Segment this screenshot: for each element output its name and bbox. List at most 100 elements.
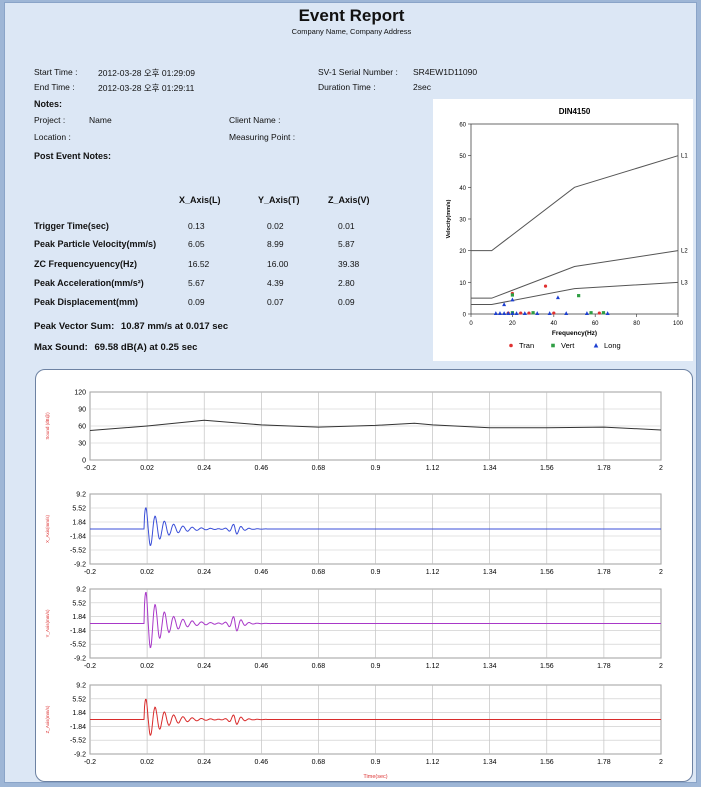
x-tick-label: 0.24	[197, 759, 211, 766]
sound-series-line	[89, 419, 662, 431]
client-name-label: Client Name :	[229, 115, 281, 125]
waveform-charts: -0.2 0.02 0.24 0.46 0.68 0.9 1.12 1.34 1.56 1.78 2…	[45, 390, 663, 781]
x-tick-label: 60	[592, 321, 599, 327]
report-page: Event Report Company Name, Company Addre…	[4, 2, 697, 783]
serial-label: SV-1 Serial Number :	[318, 67, 398, 77]
cell-x: 16.52	[188, 259, 210, 269]
x-tick-label: 0.68	[312, 663, 326, 670]
limit-line-l2	[471, 250, 679, 299]
duration-value: 2sec	[413, 82, 431, 92]
x-tick-label: 1.56	[540, 569, 554, 576]
y-tick-label: -1.84	[70, 724, 86, 731]
y-tick-label: 9.2	[76, 587, 86, 594]
cell-x: 6.05	[188, 239, 205, 249]
y-tick-label: 40	[459, 186, 466, 192]
location-label: Location :	[34, 132, 71, 142]
x-tick-label: 1.78	[597, 465, 611, 472]
col-header-y: Y_Axis(T)	[258, 195, 300, 205]
cell-y: 4.39	[267, 278, 284, 288]
y-tick-label: 120	[74, 390, 86, 397]
y-tick-label: 1.84	[72, 710, 86, 717]
cell-z: 2.80	[338, 278, 355, 288]
y-tick-label: 0	[82, 458, 86, 465]
data-point-long	[605, 311, 610, 315]
x-tick-label: 0.46	[254, 759, 268, 766]
y-tick-label: -1.84	[70, 628, 86, 635]
x-tick-label: -0.2	[84, 569, 96, 576]
x-tick-label: 1.12	[426, 663, 440, 670]
x-tick-label: 0.24	[197, 569, 211, 576]
waveform-chart-1: -0.2 0.02 0.24 0.46 0.68 0.9 1.12 1.34 1.56 1.78 2…	[45, 390, 663, 473]
x-axis-label: Time(sec)	[363, 774, 387, 780]
x-tick-label: 0.68	[312, 465, 326, 472]
data-point-long	[510, 297, 515, 302]
row-label: Peak Displacement(mm)	[34, 297, 139, 307]
cell-z: 39.38	[338, 259, 360, 269]
x-axis-label: Frequency(Hz)	[552, 330, 597, 337]
cell-z: 5.87	[338, 239, 355, 249]
x-tick-label: 0.9	[371, 663, 381, 670]
data-point-vert	[577, 294, 581, 298]
x-tick-label: 0.24	[197, 465, 211, 472]
data-point-vert	[601, 311, 606, 315]
pvs-value: 10.87 mm/s at 0.017 sec	[120, 321, 229, 332]
x-tick-label: 0.9	[371, 465, 381, 472]
waveform-chart-4: -0.2 0.02 0.24 0.46 0.68 0.9 1.12 1.34 1.56 1.78 2…	[45, 683, 663, 781]
y-axis-label: Z_Axis(mm/s)	[45, 705, 50, 733]
data-point-tran	[519, 311, 523, 315]
data-point-vert	[589, 311, 593, 315]
cell-y: 0.02	[267, 221, 284, 231]
y-tick-label: -9.2	[74, 656, 86, 663]
x-tick-label: 0.9	[371, 759, 381, 766]
x-tick-label: 100	[673, 321, 684, 327]
x-tick-label: 1.56	[540, 759, 554, 766]
y-tick-label: 9.2	[76, 492, 86, 499]
data-point-long	[497, 311, 502, 315]
limit-line-l3	[471, 281, 679, 305]
data-point-long	[547, 311, 552, 315]
data-point-long	[555, 295, 560, 300]
y-tick-label: 1.84	[72, 520, 86, 527]
cell-x: 0.09	[188, 297, 205, 307]
x-tick-label: 40	[550, 321, 557, 327]
x-tick-label: 0.02	[140, 663, 154, 670]
data-point-long	[493, 311, 498, 315]
notes-heading: Notes:	[34, 99, 63, 109]
legend-marker-tran	[509, 343, 513, 348]
velocity-series-line	[90, 507, 661, 546]
y-axis-label: Y_Axis(mm/s)	[45, 609, 50, 638]
waveform-chart-3: -0.2 0.02 0.24 0.46 0.68 0.9 1.12 1.34 1.56 1.78 2…	[45, 587, 663, 671]
limit-line-l1	[471, 155, 679, 252]
start-time-value: 2012-03-28 오후 01:29:09	[98, 68, 195, 78]
limit-line-label: L1	[681, 154, 688, 160]
y-axis-label: Sound (dB@)	[45, 412, 50, 440]
y-tick-label: 5.52	[72, 696, 86, 703]
x-tick-label: -0.2	[84, 759, 96, 766]
y-tick-label: 90	[78, 407, 86, 414]
limit-line-label: L3	[681, 280, 688, 286]
x-tick-label: 2	[659, 465, 663, 472]
pvs-label: Peak Vector Sum:	[34, 321, 115, 332]
y-tick-label: 5.52	[72, 600, 86, 607]
x-tick-label: 1.34	[483, 759, 497, 766]
data-point-long	[506, 311, 511, 315]
x-tick-label: 1.78	[597, 663, 611, 670]
legend-label-long: Long	[604, 341, 621, 350]
x-tick-label: 2	[659, 759, 663, 766]
data-point-vert	[531, 311, 535, 315]
data-point-tran	[543, 284, 548, 288]
velocity-series-line	[90, 591, 661, 649]
legend-label-tran: Tran	[519, 341, 534, 350]
legend-label-vert: Vert	[561, 341, 575, 350]
x-tick-label: 1.78	[597, 569, 611, 576]
peak-vector-sum: Peak Vector Sum: 10.87 mm/s at 0.017 sec	[34, 321, 228, 332]
waveform-chart-2: -0.2 0.02 0.24 0.46 0.68 0.9 1.12 1.34 1.56 1.78 2…	[45, 492, 663, 577]
y-axis-label: Velocity(mm/s)	[446, 199, 452, 238]
row-label: Peak Acceleration(mm/s²)	[34, 278, 144, 288]
data-point-vert	[510, 293, 514, 297]
x-tick-label: 1.12	[426, 759, 440, 766]
col-header-z: Z_Axis(V)	[328, 195, 370, 205]
x-tick-label: 1.34	[483, 569, 497, 576]
x-tick-label: -0.2	[84, 465, 96, 472]
y-tick-label: -9.2	[74, 562, 86, 569]
